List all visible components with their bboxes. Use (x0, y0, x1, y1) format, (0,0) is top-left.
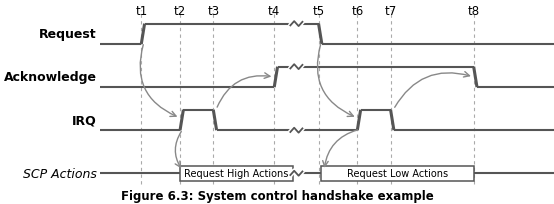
Text: t6: t6 (351, 5, 363, 18)
Text: t5: t5 (312, 5, 325, 18)
Text: Request Low Actions: Request Low Actions (347, 169, 448, 178)
Text: t1: t1 (135, 5, 147, 18)
Text: Request: Request (39, 28, 97, 41)
Text: t4: t4 (268, 5, 280, 18)
Text: IRQ: IRQ (72, 114, 97, 127)
Text: SCP Actions: SCP Actions (23, 167, 97, 180)
Text: Request High Actions: Request High Actions (184, 169, 289, 178)
Text: t3: t3 (207, 5, 219, 18)
FancyBboxPatch shape (180, 166, 293, 181)
Text: Figure 6.3: System control handshake example: Figure 6.3: System control handshake exa… (121, 189, 433, 202)
Text: Acknowledge: Acknowledge (4, 71, 97, 84)
Text: t8: t8 (468, 5, 480, 18)
FancyBboxPatch shape (321, 166, 474, 181)
Text: t7: t7 (384, 5, 397, 18)
Text: t2: t2 (174, 5, 186, 18)
